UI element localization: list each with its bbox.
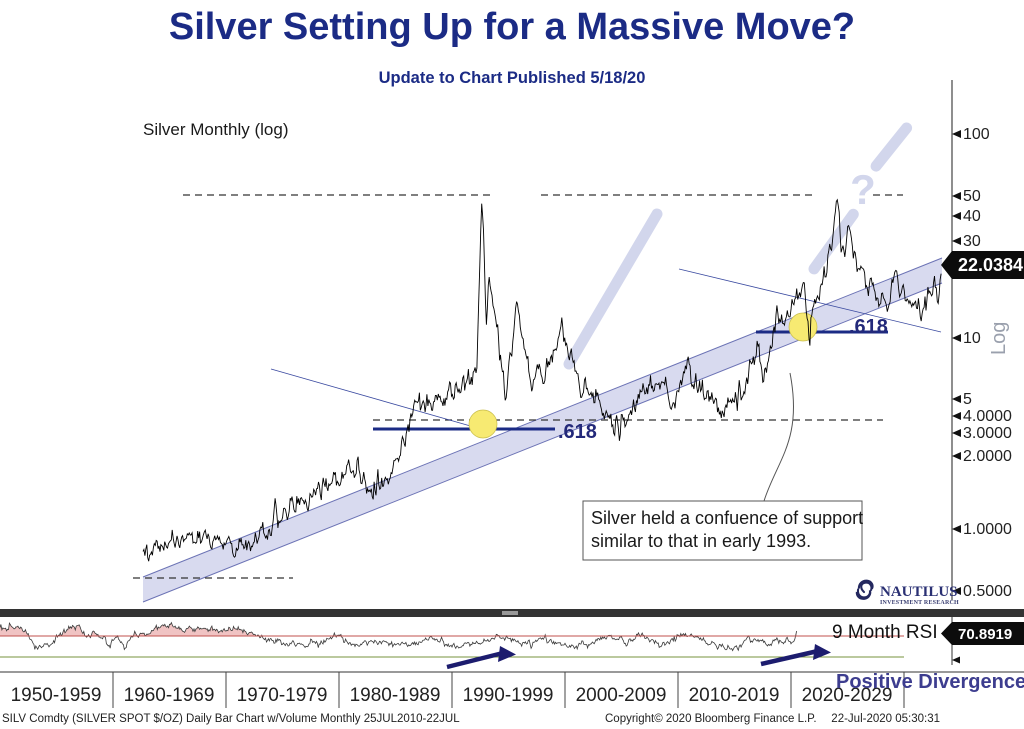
- svg-text:1960-1969: 1960-1969: [124, 685, 215, 706]
- svg-text:5: 5: [963, 391, 972, 408]
- svg-text:22.0384: 22.0384: [958, 255, 1023, 275]
- svg-text:2.0000: 2.0000: [963, 448, 1012, 465]
- svg-text:SILV Comdty (SILVER SPOT $/OZ): SILV Comdty (SILVER SPOT $/OZ) Daily Bar…: [2, 713, 460, 725]
- svg-text:2000-2009: 2000-2009: [576, 685, 667, 706]
- svg-text:INVESTMENT RESEARCH: INVESTMENT RESEARCH: [880, 600, 959, 606]
- svg-text:Positive Divergence: Positive Divergence: [836, 671, 1024, 693]
- svg-text:9 Month RSI: 9 Month RSI: [832, 622, 938, 643]
- svg-text:NAUTILUS: NAUTILUS: [880, 584, 958, 600]
- svg-text:Log: Log: [988, 322, 1010, 355]
- svg-text:100: 100: [963, 126, 990, 143]
- svg-text:30: 30: [963, 233, 981, 250]
- svg-text:70.8919: 70.8919: [958, 626, 1012, 643]
- svg-text:40: 40: [963, 208, 981, 225]
- svg-text:.618: .618: [849, 316, 888, 338]
- svg-text:3.0000: 3.0000: [963, 425, 1012, 442]
- svg-text:.618: .618: [558, 421, 597, 443]
- svg-text:2010-2019: 2010-2019: [689, 685, 780, 706]
- svg-text:similar to that in early 1993.: similar to that in early 1993.: [591, 531, 811, 551]
- svg-text:1950-1959: 1950-1959: [11, 685, 102, 706]
- svg-text:?: ?: [850, 166, 876, 213]
- svg-text:Silver held a confuence of sup: Silver held a confuence of support: [591, 508, 863, 528]
- svg-text:1990-1999: 1990-1999: [463, 685, 554, 706]
- svg-text:10: 10: [963, 330, 981, 347]
- svg-text:Copyright© 2020 Bloomberg Fina: Copyright© 2020 Bloomberg Finance L.P.: [605, 713, 817, 725]
- svg-text:1.0000: 1.0000: [963, 521, 1012, 538]
- svg-text:22-Jul-2020 05:30:31: 22-Jul-2020 05:30:31: [831, 713, 940, 725]
- svg-text:1970-1979: 1970-1979: [237, 685, 328, 706]
- svg-text:1980-1989: 1980-1989: [350, 685, 441, 706]
- svg-text:4.0000: 4.0000: [963, 408, 1012, 425]
- svg-text:50: 50: [963, 188, 981, 205]
- svg-text:0.5000: 0.5000: [963, 583, 1012, 600]
